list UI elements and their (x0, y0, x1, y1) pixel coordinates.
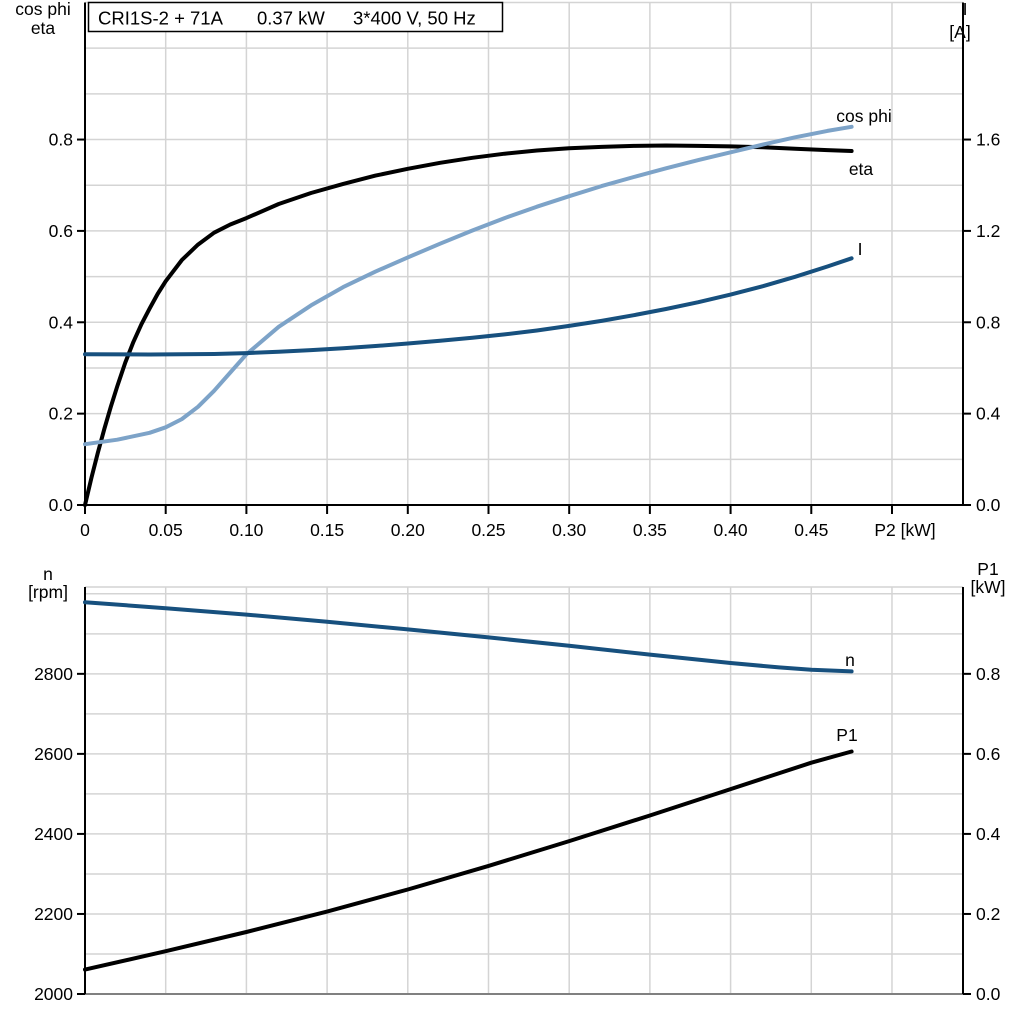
title-box (87, 1, 504, 33)
y-tick-label-right: 0.0 (976, 495, 1001, 515)
top-left-axis-label-line1: cos phi (15, 0, 70, 19)
x-tick-label: 0.35 (633, 520, 667, 540)
eta-curve-label: eta (849, 159, 874, 179)
y-tick-label-left: 2600 (34, 744, 73, 764)
top-right-axis-label-line1: I (963, 0, 968, 19)
top-left-axis-label-line2: eta (31, 18, 56, 38)
speed-curve-label: n (845, 650, 855, 670)
y-tick-label-left: 0.0 (49, 495, 74, 515)
y-tick-label-left: 0.6 (49, 221, 73, 241)
x-tick-label: 0.10 (229, 520, 263, 540)
x-tick-label: 0.05 (149, 520, 183, 540)
P1-curve (83, 749, 854, 972)
bottom-right-axis-label-line1: P1 (977, 559, 998, 579)
x-tick-label: 0.45 (794, 520, 828, 540)
x-axis-label: P2 [kW] (874, 520, 935, 540)
bottom-chart: 2000 2200 2400 2600 2800 0.0 0.2 0.4 0.6 0.8 n [r… (28, 559, 1005, 1004)
y-tick-label-right: 0.2 (976, 904, 1000, 924)
title-power: 0.37 kW (257, 8, 325, 29)
y-tick-label-right: 1.2 (976, 221, 1000, 241)
y-tick-label-right: 0.8 (976, 664, 1000, 684)
y-tick-label-right: 0.4 (976, 824, 1001, 844)
bottom-left-axis-label-line2: [rpm] (28, 582, 68, 602)
input-power-curve-label: P1 (836, 725, 857, 745)
x-tick-label: 0.30 (552, 520, 586, 540)
y-tick-label-right: 1.6 (976, 130, 1000, 150)
y-tick-label-left: 0.8 (49, 130, 73, 150)
y-tick-label-left: 2000 (34, 984, 73, 1004)
eta-curve (83, 143, 854, 507)
y-tick-label-right: 0.6 (976, 744, 1000, 764)
y-tick-label-left: 0.2 (49, 404, 73, 424)
x-tick-label: 0 (80, 520, 90, 540)
top-chart-plot-area: 0 0.05 0.10 0.15 0.20 0.25 0.30 0.35 0.40 0.45 0.0… (49, 1, 1001, 540)
cos-phi-curve-label: cos phi (836, 106, 891, 126)
bottom-chart-plot-area: 2000 2200 2400 2600 2800 0.0 0.2 0.4 0.6 0.8 (34, 586, 1001, 1004)
y-tick-label-right: 0.8 (976, 312, 1000, 332)
cos-phi-curve (83, 124, 854, 447)
y-tick-label-right: 0.4 (976, 404, 1001, 424)
x-tick-label: 0.20 (391, 520, 425, 540)
y-tick-label-left: 0.4 (49, 312, 74, 332)
title-model: CRI1S-2 + 71A (98, 8, 224, 29)
top-right-axis-label-line2: [A] (949, 22, 970, 42)
I-curve (83, 256, 854, 357)
x-tick-label: 0.40 (714, 520, 748, 540)
x-tick-label: 0.15 (310, 520, 344, 540)
top-chart: 0 0.05 0.10 0.15 0.20 0.25 0.30 0.35 0.40 0.45 0.0… (15, 0, 1000, 540)
bottom-right-axis-label-line2: [kW] (971, 577, 1006, 597)
y-tick-label-right: 0.0 (976, 984, 1001, 1004)
x-tick-label: 0.25 (471, 520, 505, 540)
y-tick-label-left: 2400 (34, 824, 73, 844)
current-curve-label: I (858, 239, 863, 259)
y-tick-label-left: 2800 (34, 664, 73, 684)
n-curve (83, 600, 854, 674)
title-supply: 3*400 V, 50 Hz (353, 8, 476, 29)
bottom-left-axis-label-line1: n (43, 564, 53, 584)
y-tick-label-left: 2200 (34, 904, 73, 924)
